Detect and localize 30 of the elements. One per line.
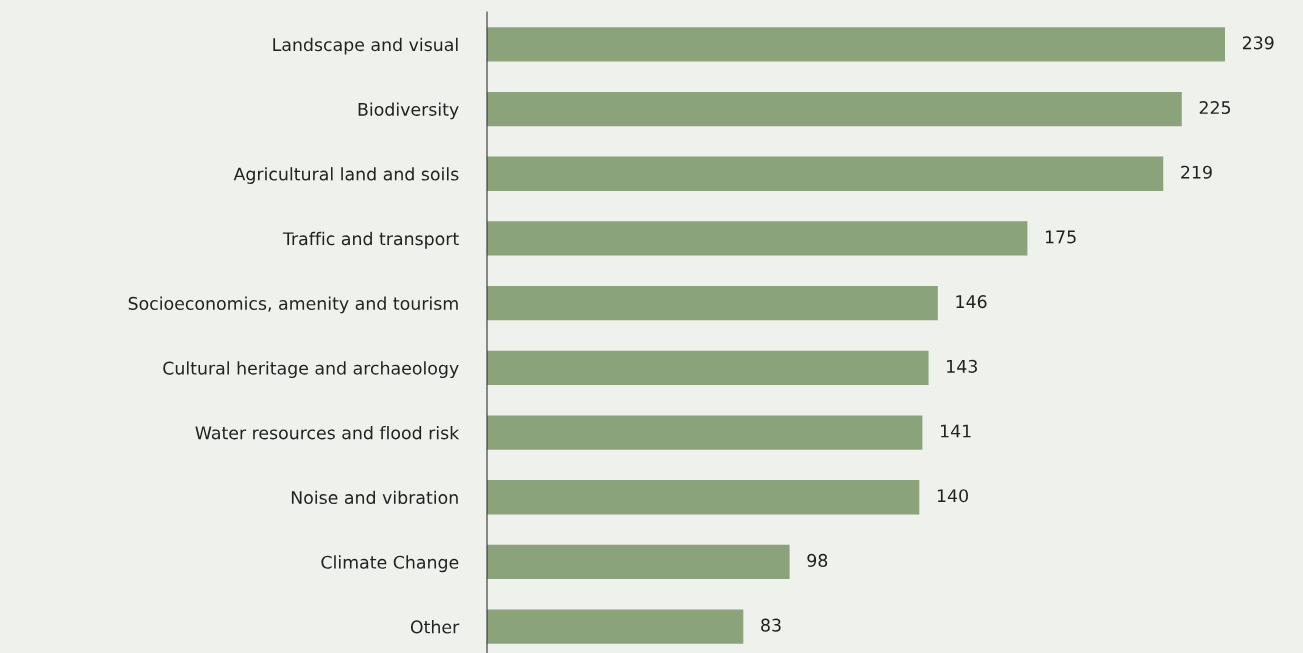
data-label: 83 [761,618,781,632]
data-label: 175 [1045,230,1076,244]
data-label: 141 [940,424,971,438]
bar [487,221,1028,256]
y-tick-label: Climate Change [321,555,459,573]
y-tick-label: Socioeconomics, amenity and tourism [128,296,458,314]
bar [487,286,938,321]
bar [487,27,1225,62]
y-tick-label: Traffic and transport [282,231,459,249]
y-tick-label: Agricultural land and soils [233,167,459,184]
data-label: 146 [956,295,987,309]
y-tick-label: Biodiversity [358,102,459,120]
data-label: 140 [937,489,968,503]
bar [487,91,1182,127]
bar [487,609,744,644]
data-label: 239 [1242,36,1274,50]
y-tick-label: Water resources and flood risk [195,425,460,440]
data-label: 98 [807,553,828,567]
bar [487,415,923,450]
bar [487,156,1164,191]
data-label: 143 [947,359,977,373]
data-label: 225 [1199,100,1231,115]
bar [487,480,920,515]
bar [487,544,790,580]
y-tick-label: Cultural heritage and archaeology [163,361,459,379]
data-label: 219 [1181,165,1212,179]
y-tick-label: Other [410,620,460,634]
y-tick-label: Landscape and visual [273,37,458,55]
y-tick-label: Noise and vibration [291,490,458,505]
bar [487,350,929,385]
